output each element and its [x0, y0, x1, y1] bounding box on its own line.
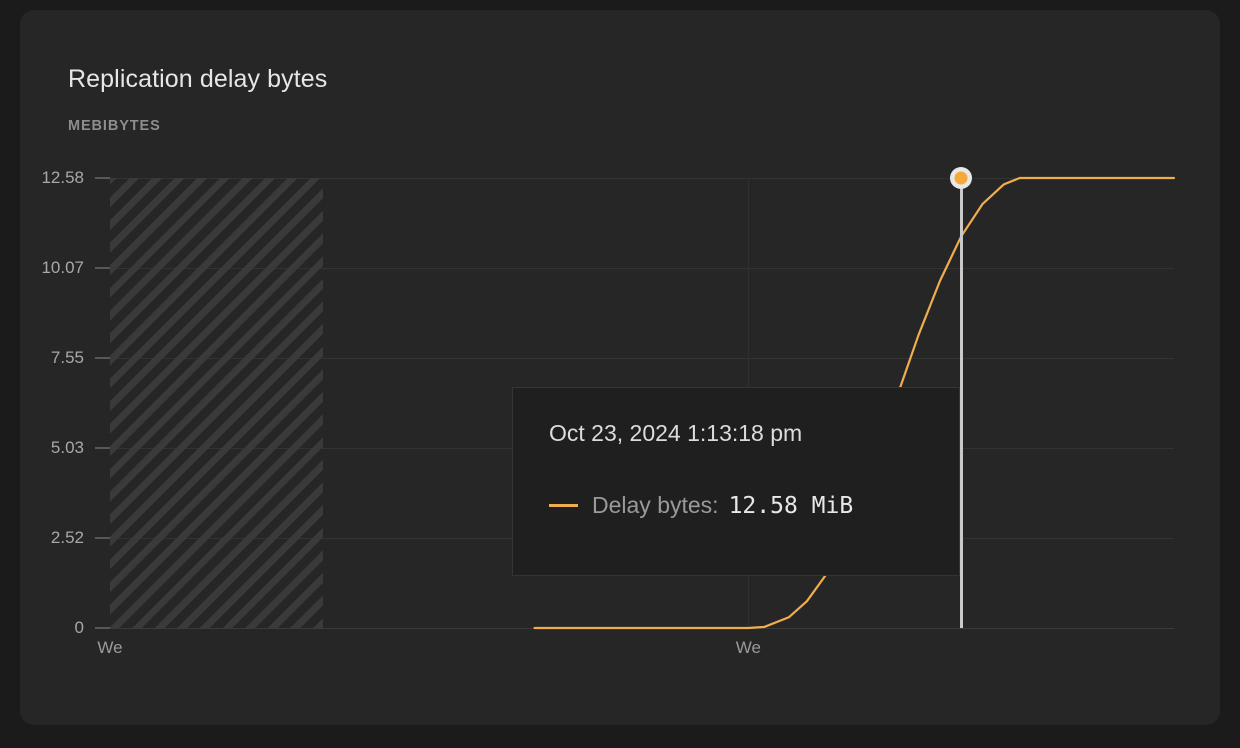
y-tick-mark [95, 627, 110, 629]
y-tick-mark [95, 177, 110, 179]
y-tick-label: 5.03 [50, 438, 84, 458]
tooltip-timestamp: Oct 23, 2024 1:13:18 pm [549, 420, 803, 446]
tooltip-series-value: 12.58 MiB [728, 492, 854, 519]
x-tick-label: We [735, 638, 761, 657]
no-data-hatched-region [110, 178, 323, 628]
highlight-point-marker[interactable] [950, 167, 973, 189]
y-gridline [110, 267, 1174, 269]
y-tick-label: 0 [74, 618, 84, 637]
y-tick-mark [95, 267, 110, 269]
chart-card: Replication delay bytes MEBIBYTES 12.58 1… [20, 10, 1220, 725]
plot-inner: 12.58 10.07 7.55 5.03 2.52 0 We We [41, 167, 1176, 657]
y-tick-mark [95, 447, 110, 449]
crosshair-line [959, 178, 963, 628]
chart-tooltip: Oct 23, 2024 1:13:18 pm Delay bytes: 12.… [512, 387, 960, 576]
y-tick-mark [95, 537, 110, 539]
x-tick-label: We [97, 638, 123, 657]
page-title: Replication delay bytes [68, 65, 328, 93]
tooltip-series-label: Delay bytes: [592, 492, 719, 518]
series-color-swatch-icon [549, 504, 578, 507]
y-tick-label: 12.58 [41, 168, 84, 187]
y-tick-label: 10.07 [41, 257, 84, 277]
y-gridline [110, 178, 1174, 179]
plot-area[interactable]: 12.58 10.07 7.55 5.03 2.52 0 We We [41, 167, 1176, 657]
tooltip-series-row: Delay bytes: 12.58 MiB [549, 492, 853, 519]
unit-label: MEBIBYTES [68, 118, 161, 134]
y-tick-label: 7.55 [50, 347, 84, 367]
y-tick-label: 2.52 [50, 527, 84, 547]
y-gridline [110, 357, 1174, 359]
y-tick-mark [95, 357, 110, 359]
